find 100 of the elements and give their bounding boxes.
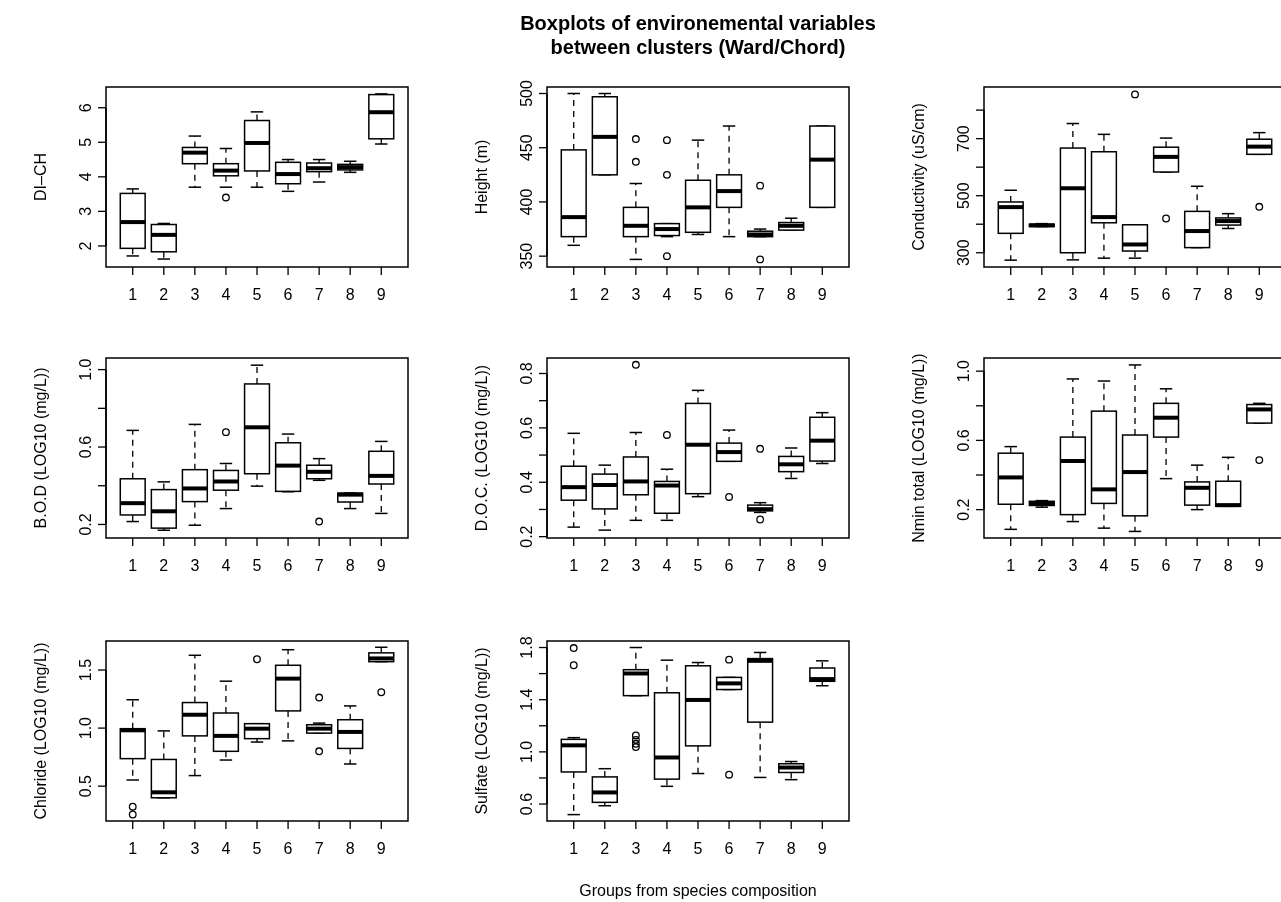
- y-tick-label: 0.2: [77, 513, 94, 536]
- y-axis-title: B.O.D (LOG10 (mg/L)): [32, 367, 49, 529]
- x-tick-label: 7: [755, 557, 765, 574]
- x-tick-label: 8: [1223, 286, 1233, 303]
- x-tick-label: 2: [159, 286, 169, 303]
- x-tick-label: 9: [376, 286, 386, 303]
- y-tick-label: 700: [955, 125, 972, 152]
- x-tick-label: 2: [159, 840, 169, 857]
- x-tick-label: 7: [1192, 286, 1202, 303]
- x-tick-label: 2: [600, 557, 610, 574]
- y-tick-label: 300: [955, 239, 972, 267]
- x-tick-label: 1: [128, 557, 138, 574]
- x-tick-label: 3: [1068, 286, 1078, 303]
- x-tick-label: 9: [817, 557, 827, 574]
- x-tick-label: 2: [1037, 557, 1047, 574]
- x-tick-label: 6: [724, 557, 734, 574]
- y-axis-title: Nmin total (LOG10 (mg/L)): [910, 353, 927, 543]
- y-tick-label: 350: [518, 242, 535, 270]
- x-tick-label: 6: [1161, 557, 1171, 574]
- x-tick-label: 1: [128, 840, 138, 857]
- x-tick-label: 5: [1130, 286, 1140, 303]
- y-tick-label: 0.2: [955, 498, 972, 521]
- y-axis-title: Chloride (LOG10 (mg/L)): [32, 642, 49, 820]
- x-axis-title: Groups from species composition: [579, 882, 817, 899]
- x-tick-label: 6: [283, 286, 293, 303]
- y-tick-label: 1.0: [955, 359, 972, 383]
- y-tick-label: 1.0: [77, 358, 94, 381]
- y-tick-label: 0.6: [955, 429, 972, 452]
- y-tick-label: 450: [518, 134, 535, 162]
- x-tick-label: 3: [631, 286, 641, 303]
- y-tick-label: 0.6: [77, 435, 94, 459]
- x-tick-label: 7: [314, 840, 324, 857]
- y-tick-label: 2: [77, 241, 94, 251]
- y-tick-label: 4: [77, 172, 94, 182]
- y-axis-title: D.O.C. (LOG10 (mg/L)): [473, 364, 490, 532]
- x-tick-label: 2: [159, 557, 169, 574]
- x-tick-label: 5: [252, 840, 262, 857]
- x-tick-label: 3: [190, 840, 200, 857]
- x-tick-label: 6: [724, 840, 734, 857]
- y-tick-label: 500: [518, 80, 535, 107]
- x-tick-label: 9: [376, 557, 386, 574]
- x-tick-label: 7: [314, 557, 324, 574]
- x-tick-label: 7: [755, 286, 765, 303]
- x-tick-label: 8: [786, 840, 796, 857]
- x-tick-label: 5: [693, 840, 703, 857]
- chart-title: Boxplots of environemental variables between clusters (Ward/Chord): [520, 12, 876, 58]
- x-tick-label: 7: [1192, 557, 1202, 574]
- x-tick-label: 4: [221, 286, 231, 303]
- x-tick-label: 9: [376, 840, 386, 857]
- y-tick-label: 1.8: [518, 636, 535, 659]
- x-tick-label: 8: [786, 557, 796, 574]
- x-tick-label: 8: [786, 286, 796, 303]
- x-tick-label: 5: [252, 286, 262, 303]
- y-tick-label: 500: [955, 182, 972, 210]
- x-tick-label: 6: [283, 557, 293, 574]
- y-tick-label: 1.5: [77, 658, 94, 682]
- x-tick-label: 4: [1099, 557, 1109, 574]
- x-tick-label: 9: [1254, 557, 1264, 574]
- x-tick-label: 4: [662, 557, 672, 574]
- x-tick-label: 5: [252, 557, 262, 574]
- x-tick-label: 4: [662, 840, 672, 857]
- x-tick-label: 8: [345, 286, 355, 303]
- x-tick-label: 9: [817, 286, 827, 303]
- x-tick-label: 1: [1006, 286, 1016, 303]
- x-tick-label: 4: [221, 557, 231, 574]
- x-tick-label: 7: [314, 286, 324, 303]
- x-tick-label: 2: [600, 840, 610, 857]
- x-tick-label: 8: [345, 840, 355, 857]
- x-tick-label: 1: [569, 286, 579, 303]
- x-tick-label: 4: [1099, 286, 1109, 303]
- x-tick-label: 3: [631, 557, 641, 574]
- x-tick-label: 6: [1161, 286, 1171, 303]
- x-tick-label: 1: [1006, 557, 1016, 574]
- x-tick-label: 5: [693, 557, 703, 574]
- y-tick-label: 0.5: [77, 774, 94, 798]
- y-axis-title: Sulfate (LOG10 (mg/L)): [473, 647, 490, 815]
- y-tick-label: 1.0: [77, 716, 94, 740]
- x-tick-label: 6: [283, 840, 293, 857]
- x-tick-label: 4: [662, 286, 672, 303]
- y-tick-label: 0.6: [518, 416, 535, 439]
- x-tick-label: 3: [190, 557, 200, 574]
- x-tick-label: 3: [190, 286, 200, 303]
- y-tick-label: 6: [77, 103, 94, 113]
- y-tick-label: 0.2: [518, 525, 535, 548]
- x-tick-label: 9: [1254, 286, 1264, 303]
- x-tick-label: 5: [693, 286, 703, 303]
- x-tick-label: 3: [1068, 557, 1078, 574]
- y-tick-label: 0.8: [518, 362, 535, 385]
- x-tick-label: 2: [1037, 286, 1047, 303]
- x-tick-label: 4: [221, 840, 231, 857]
- x-tick-label: 6: [724, 286, 734, 303]
- y-axis-title: DI–CH: [32, 152, 49, 202]
- x-tick-label: 5: [1130, 557, 1140, 574]
- x-tick-label: 1: [128, 286, 138, 303]
- y-tick-label: 1.4: [518, 688, 535, 711]
- y-tick-label: 400: [518, 188, 535, 216]
- y-axis-title: Conductivity (uS/cm): [910, 103, 927, 251]
- y-tick-label: 3: [77, 206, 94, 216]
- x-tick-label: 2: [600, 286, 610, 303]
- y-tick-label: 0.6: [518, 792, 535, 816]
